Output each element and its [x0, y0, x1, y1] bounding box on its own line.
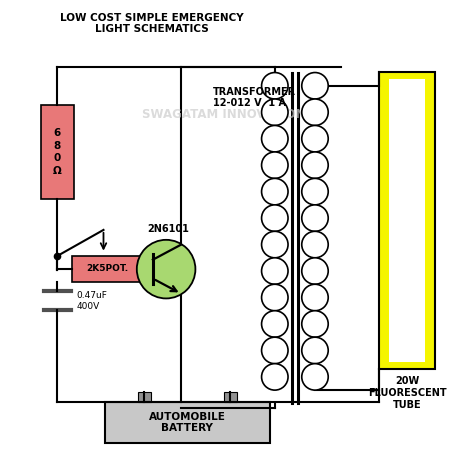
Circle shape — [302, 99, 328, 126]
Text: 0.47uF
400V: 0.47uF 400V — [76, 291, 107, 310]
Circle shape — [262, 178, 288, 205]
Bar — [72, 256, 143, 282]
Bar — [41, 105, 74, 199]
Text: TRANSFORMER
12-012 V  1 A: TRANSFORMER 12-012 V 1 A — [213, 87, 297, 109]
Circle shape — [262, 337, 288, 364]
Circle shape — [262, 231, 288, 258]
Circle shape — [302, 178, 328, 205]
Circle shape — [302, 284, 328, 311]
Text: 2K5POT.: 2K5POT. — [86, 264, 128, 273]
Circle shape — [262, 258, 288, 284]
Circle shape — [262, 311, 288, 337]
Text: 20W
FLUORESCENT
TUBE: 20W FLUORESCENT TUBE — [368, 376, 447, 410]
Bar — [105, 402, 270, 443]
Text: SWAGATAM INNOVATIONS: SWAGATAM INNOVATIONS — [142, 108, 313, 120]
Circle shape — [262, 126, 288, 152]
Circle shape — [262, 73, 288, 99]
Circle shape — [137, 240, 195, 299]
Circle shape — [262, 364, 288, 390]
Circle shape — [302, 126, 328, 152]
Circle shape — [302, 231, 328, 258]
Circle shape — [302, 311, 328, 337]
Circle shape — [262, 152, 288, 178]
Bar — [389, 79, 425, 362]
Circle shape — [302, 73, 328, 99]
Bar — [224, 392, 237, 402]
Circle shape — [262, 205, 288, 231]
Text: AUTOMOBILE
BATTERY: AUTOMOBILE BATTERY — [149, 412, 226, 433]
Circle shape — [262, 99, 288, 126]
Text: LOW COST SIMPLE EMERGENCY
LIGHT SCHEMATICS: LOW COST SIMPLE EMERGENCY LIGHT SCHEMATI… — [60, 12, 244, 34]
Circle shape — [302, 364, 328, 390]
Bar — [379, 72, 436, 369]
Text: 6
8
0
Ω: 6 8 0 Ω — [53, 128, 62, 175]
Bar — [138, 392, 151, 402]
Circle shape — [302, 337, 328, 364]
Text: 2N6101: 2N6101 — [147, 224, 190, 234]
Circle shape — [262, 284, 288, 311]
Circle shape — [302, 258, 328, 284]
Circle shape — [302, 152, 328, 178]
Circle shape — [302, 205, 328, 231]
